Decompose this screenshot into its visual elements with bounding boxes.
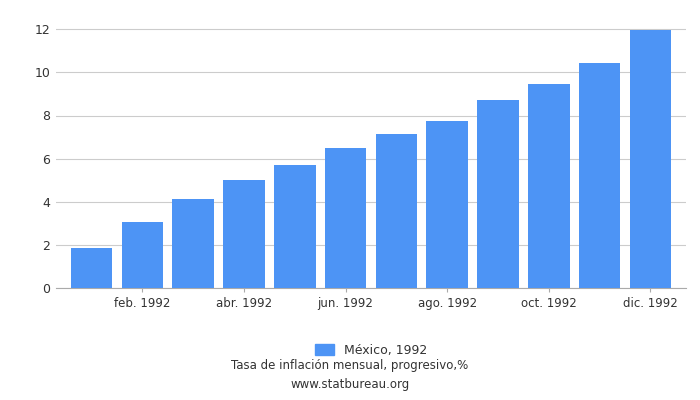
Bar: [579, 63, 620, 288]
Bar: [426, 121, 468, 288]
Bar: [71, 248, 113, 288]
Bar: [223, 180, 265, 288]
Bar: [528, 84, 570, 288]
Bar: [274, 165, 316, 288]
Text: Tasa de inflación mensual, progresivo,%: Tasa de inflación mensual, progresivo,%: [232, 360, 468, 372]
Bar: [477, 100, 519, 288]
Bar: [376, 134, 417, 288]
Legend: México, 1992: México, 1992: [315, 344, 427, 357]
Text: www.statbureau.org: www.statbureau.org: [290, 378, 410, 391]
Bar: [172, 199, 214, 288]
Bar: [629, 30, 671, 288]
Bar: [122, 222, 163, 288]
Bar: [325, 148, 366, 288]
